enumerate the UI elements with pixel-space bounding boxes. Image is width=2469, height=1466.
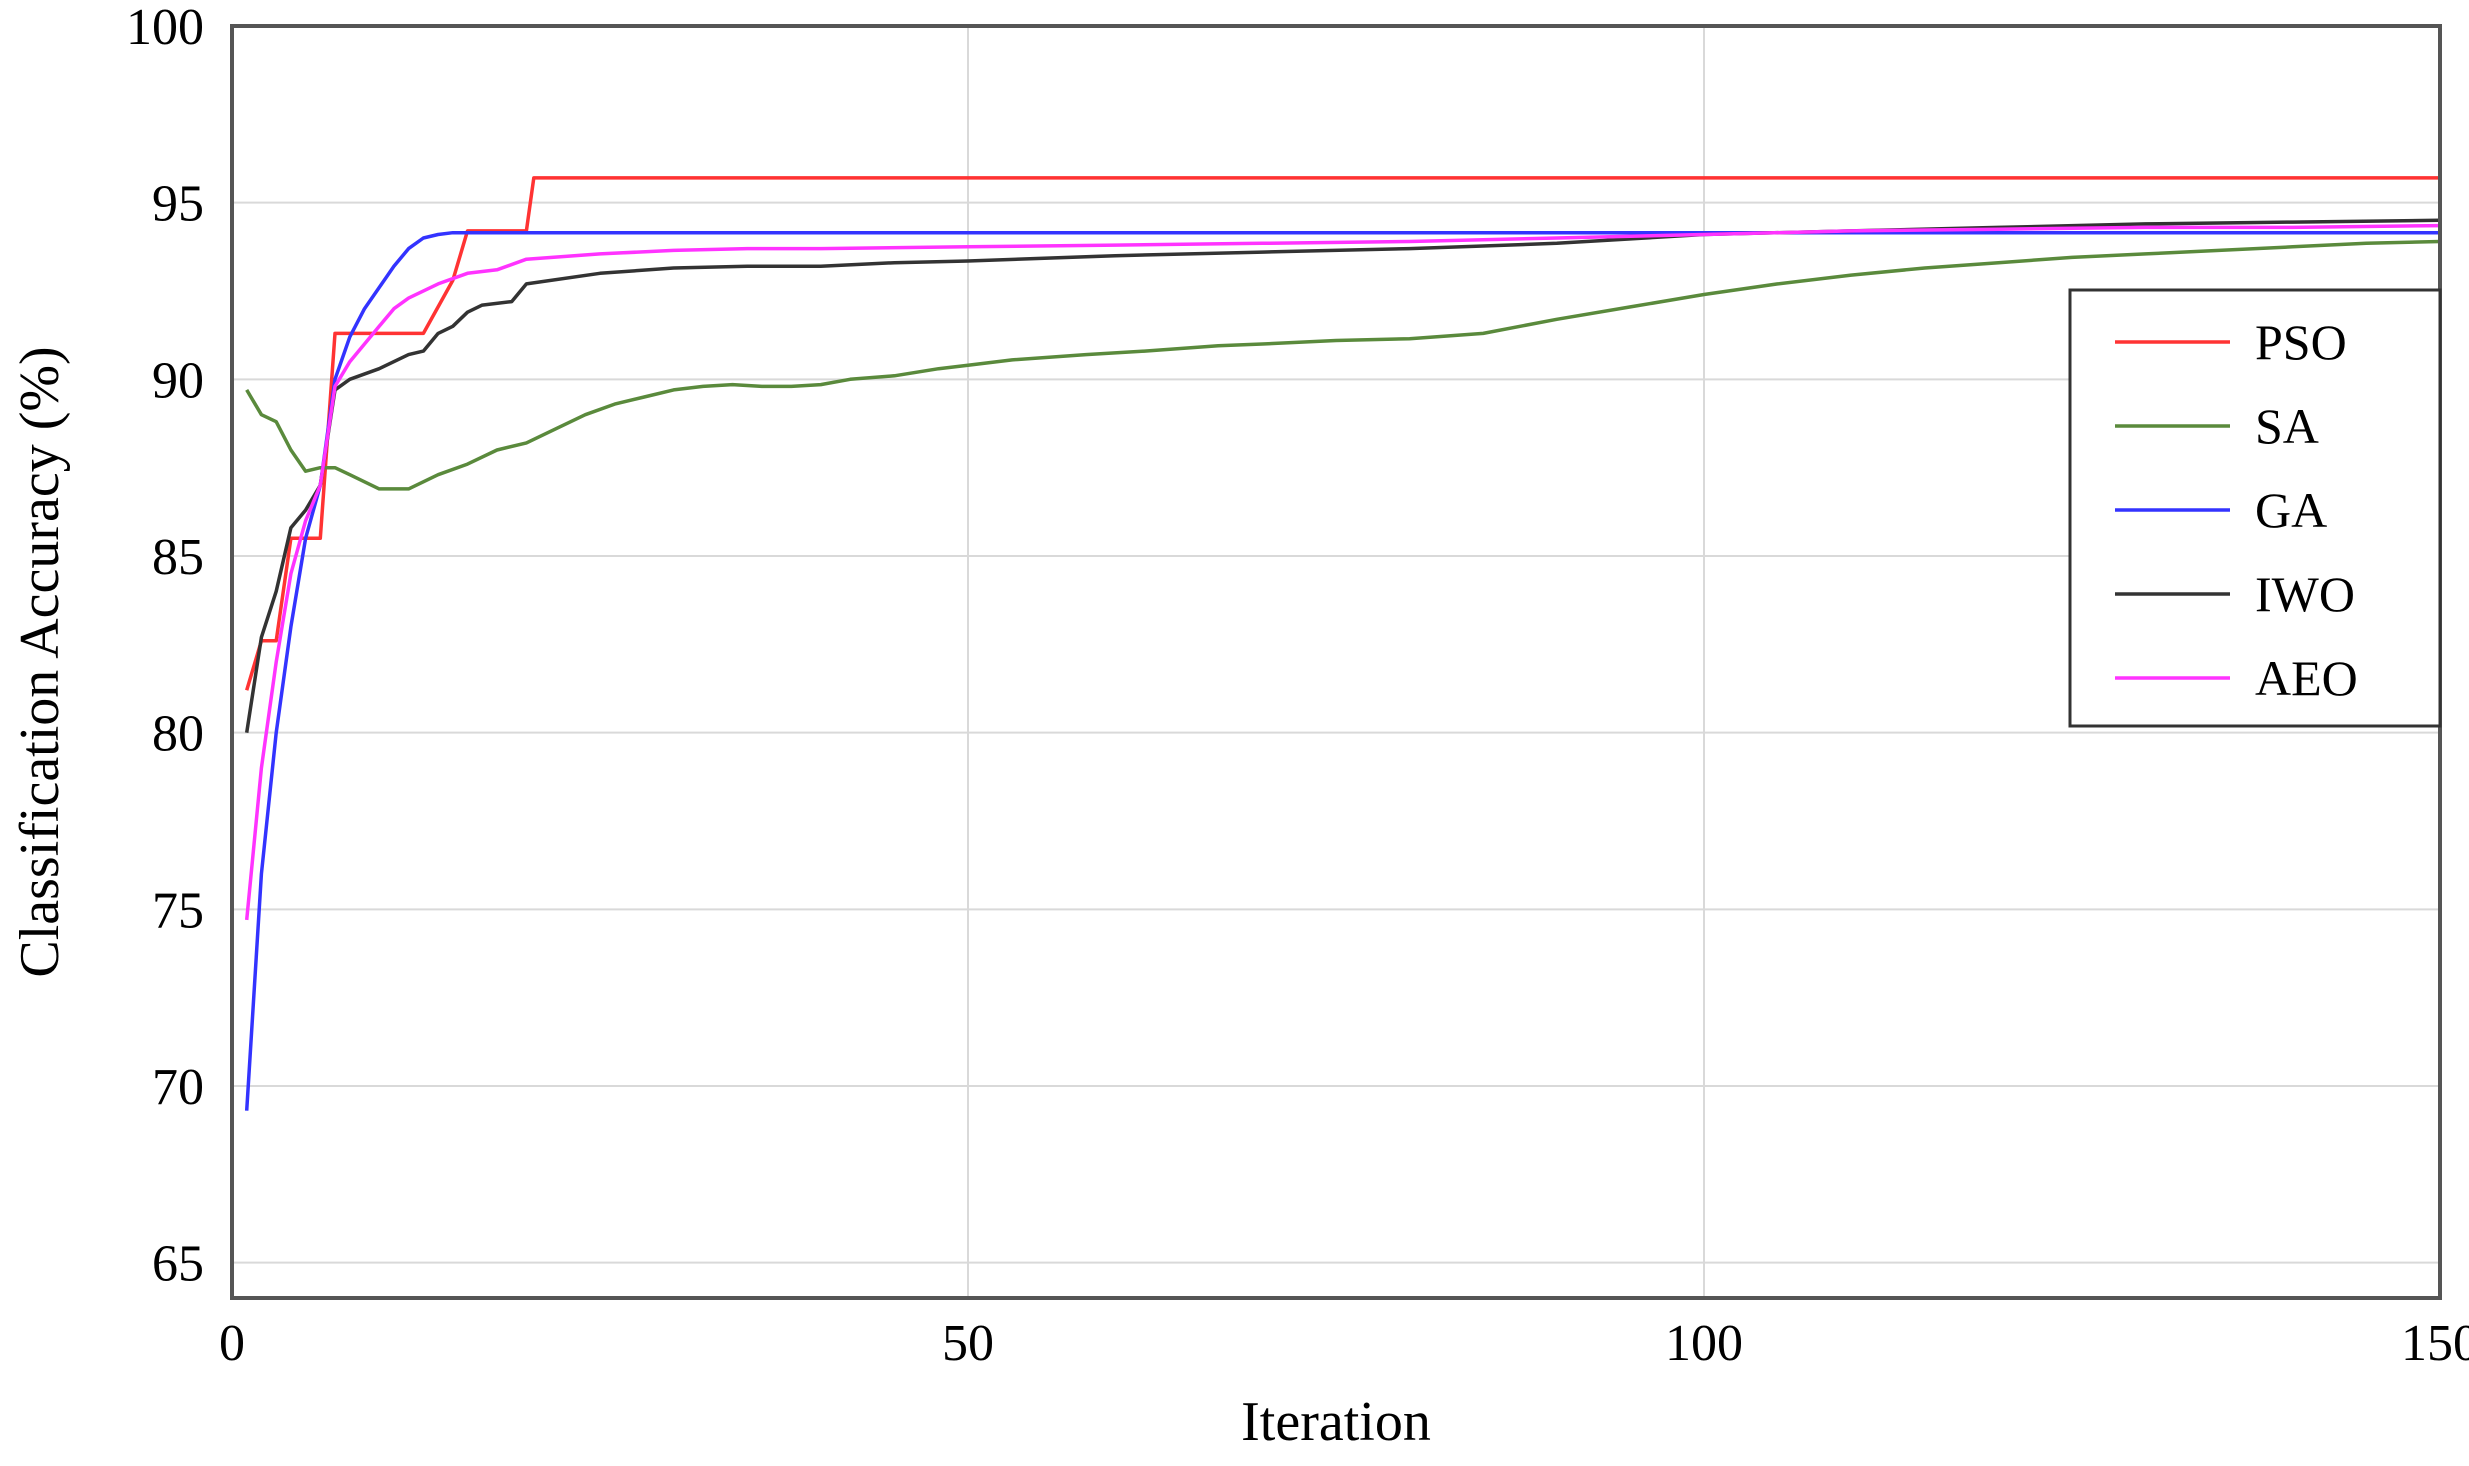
legend: PSO SA GA IWO AEO (2068, 288, 2442, 728)
legend-box (2068, 288, 2442, 728)
y-axis-ticks: 65 70 75 80 85 90 95 100 (126, 0, 204, 1293)
x-tick-label: 100 (1665, 1315, 1743, 1372)
legend-label-pso: PSO (2255, 314, 2347, 370)
series-line-ga (244, 230, 2440, 1111)
x-axis-ticks: 0 50 100 150 (219, 1315, 2469, 1372)
x-axis-title: Iteration (1241, 1391, 1431, 1453)
y-tick-label: 65 (152, 1236, 204, 1293)
legend-label-ga: GA (2255, 482, 2327, 538)
x-tick-label: 150 (2401, 1315, 2469, 1372)
y-tick-label: 95 (152, 176, 204, 233)
x-tick-label: 50 (942, 1315, 994, 1372)
y-tick-label: 80 (152, 706, 204, 763)
y-tick-label: 70 (152, 1059, 204, 1116)
series-line-aeo (244, 223, 2441, 921)
series-line-pso (245, 176, 2440, 691)
legend-label-aeo: AEO (2255, 650, 2358, 706)
x-tick-label: 0 (219, 1315, 245, 1372)
series-line-sa (245, 239, 2441, 491)
y-tick-label: 75 (152, 882, 204, 939)
legend-label-sa: SA (2255, 398, 2319, 454)
series-lines (244, 176, 2441, 1111)
y-tick-label: 100 (126, 0, 204, 56)
y-tick-label: 85 (152, 529, 204, 586)
y-axis-title: Classification Accuracy (%) (9, 346, 71, 977)
y-tick-label: 90 (152, 352, 204, 409)
legend-label-iwo: IWO (2255, 566, 2355, 622)
